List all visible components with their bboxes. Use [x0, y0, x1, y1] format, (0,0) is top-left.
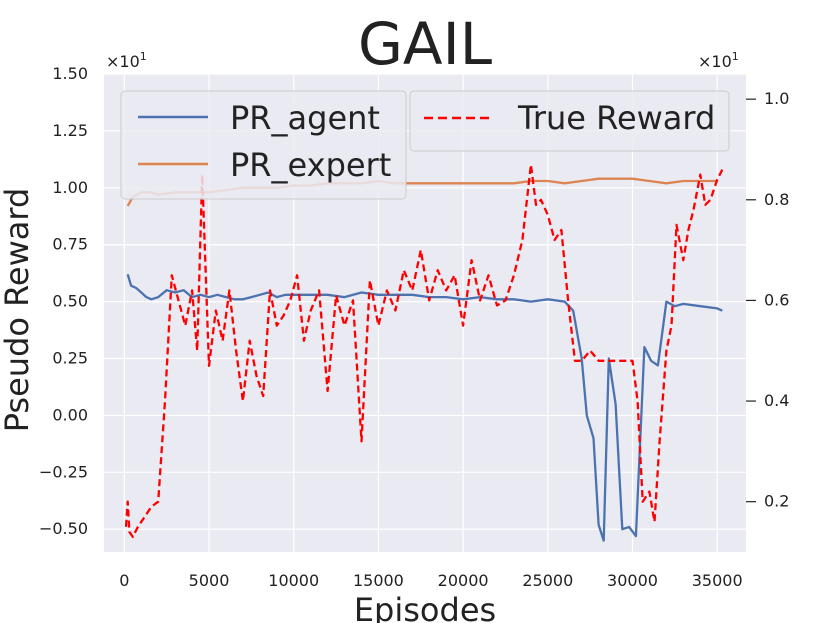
x-tick-label: 5000 — [189, 571, 230, 590]
y-axis-ticks: −0.50 −0.25 0.00 0.25 0.50 0.75 1.00 1.25 1.50 — [39, 64, 88, 538]
y2-tick-label: 0.2 — [764, 492, 789, 511]
legend-right: True Reward — [409, 90, 730, 152]
x-tick-label: 35000 — [692, 571, 743, 590]
y-axis-multiplier: ×101 — [106, 50, 147, 71]
y2-tick-label: 1.0 — [764, 89, 789, 108]
x-tick-label: 30000 — [607, 571, 658, 590]
x-tick-label: 10000 — [268, 571, 319, 590]
x-tick-label: 25000 — [522, 571, 573, 590]
y2-tick-label: 0.6 — [764, 290, 789, 309]
y-tick-label: −0.50 — [39, 519, 88, 538]
y-tick-label: 0.25 — [52, 349, 88, 368]
y-tick-label: 0.75 — [52, 235, 88, 254]
y-axis-multiplier-exp: 1 — [140, 50, 147, 63]
series-line-pr-agent — [126, 273, 723, 542]
y2-tick-label: 0.8 — [764, 190, 789, 209]
series-line-true-reward — [124, 163, 724, 539]
y2-axis-multiplier-exp: 1 — [732, 50, 739, 63]
y-tick-label: 1.50 — [52, 64, 88, 83]
legend-label-pr-agent: PR_agent — [230, 99, 380, 137]
y-tick-label: 1.25 — [52, 121, 88, 140]
y2-axis-multiplier-base: ×10 — [698, 52, 732, 71]
x-axis-label: Episodes — [354, 591, 496, 623]
x-tick-label: 20000 — [438, 571, 489, 590]
legend-label-true-reward: True Reward — [517, 99, 715, 137]
y2-axis-multiplier: ×101 — [698, 50, 739, 71]
y-tick-label: 0.50 — [52, 292, 88, 311]
y-tick-label: 0.00 — [52, 405, 88, 424]
y-axis-multiplier-base: ×10 — [106, 52, 140, 71]
x-tick-label: 0 — [119, 571, 129, 590]
legend-left: PR_agent PR_expert — [120, 90, 407, 200]
y-axis-label: Pseudo Reward — [0, 188, 36, 433]
legend-label-pr-expert: PR_expert — [230, 146, 391, 184]
y2-axis-ticks: 0.2 0.4 0.6 0.8 1.0 — [746, 89, 789, 511]
y2-tick-label: 0.4 — [764, 391, 789, 410]
y-tick-label: 1.00 — [52, 178, 88, 197]
x-axis-ticks: 0 5000 10000 15000 20000 25000 30000 35000 — [119, 571, 742, 590]
x-tick-label: 15000 — [353, 571, 404, 590]
y-tick-label: −0.25 — [39, 462, 88, 481]
chart-title: GAIL — [358, 10, 492, 78]
